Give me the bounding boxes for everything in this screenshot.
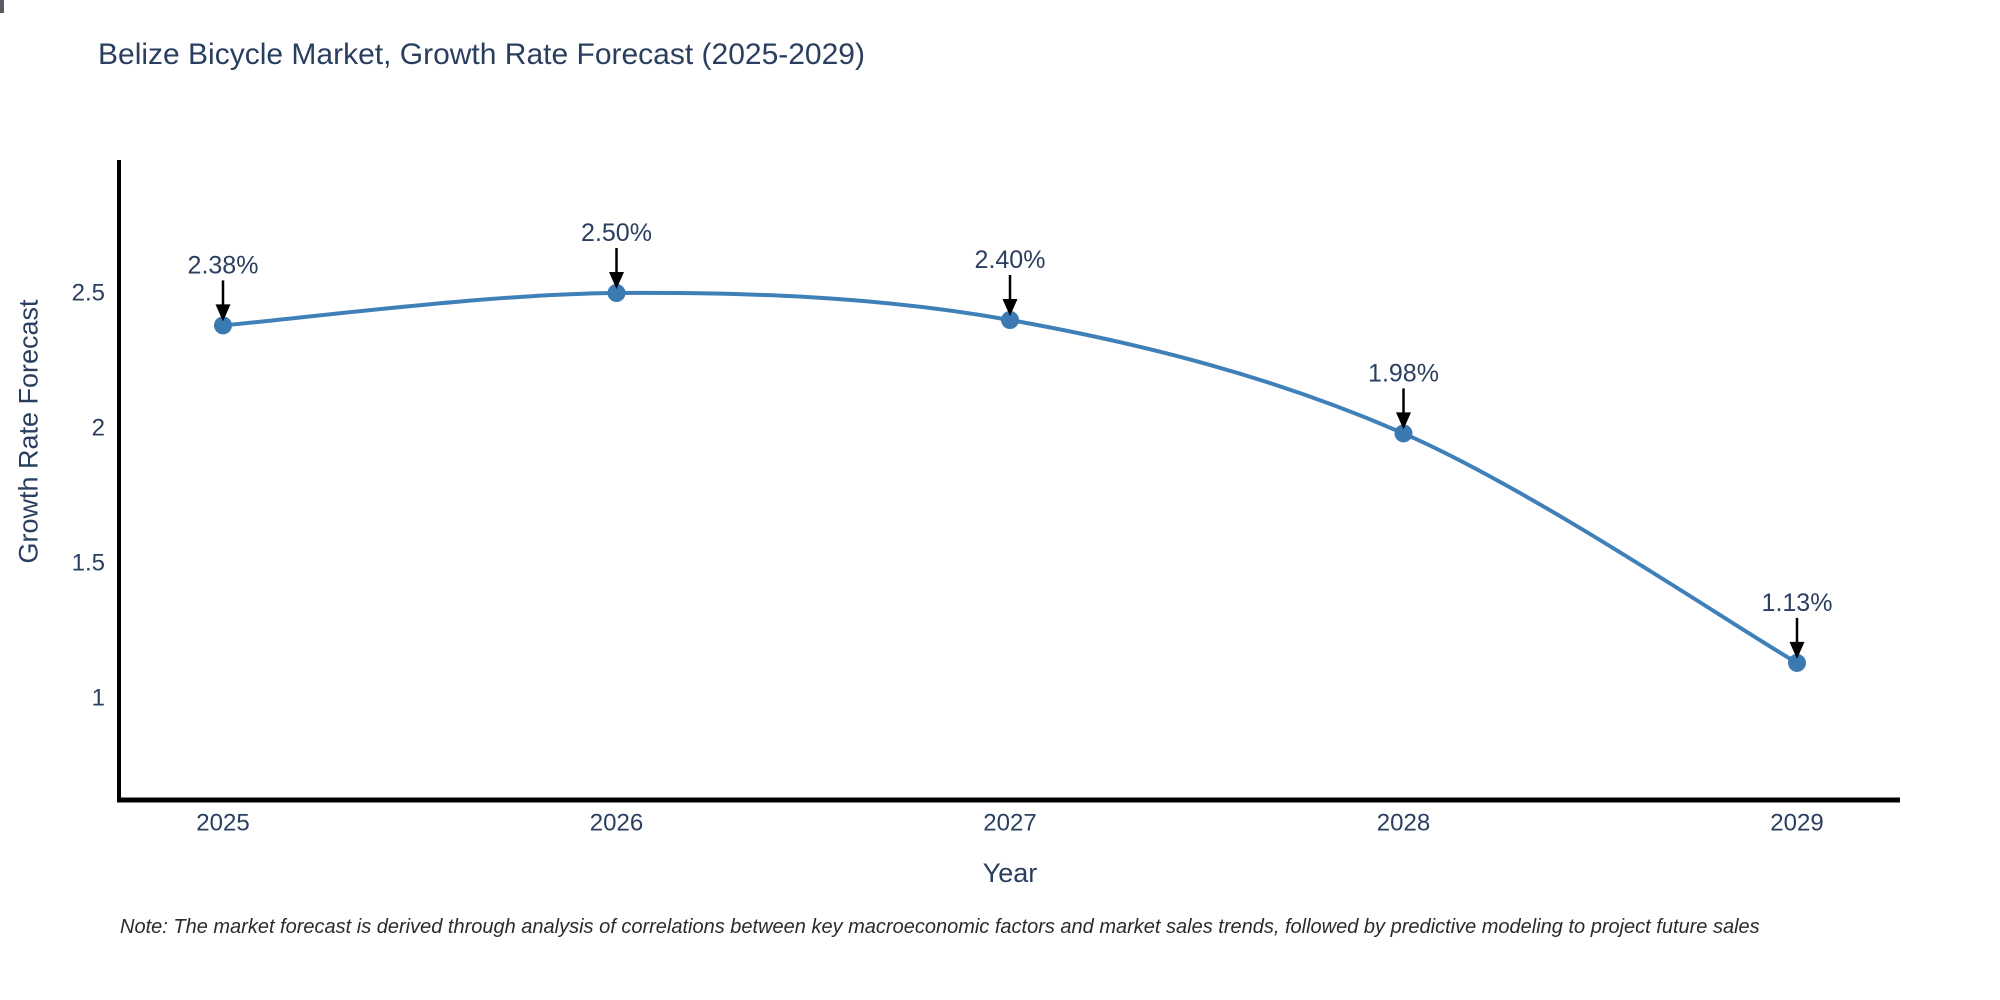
data-point-marker[interactable]	[1394, 424, 1413, 443]
point-annotation-label: 1.13%	[1762, 589, 1833, 617]
point-annotation-label: 2.50%	[581, 219, 652, 247]
y-tick-label: 1.5	[72, 550, 105, 577]
y-axis-title: Growth Rate Forecast	[13, 299, 44, 564]
x-tick-label: 2027	[983, 810, 1036, 837]
data-point-marker[interactable]	[214, 316, 232, 335]
annotation-arrowhead-icon	[1789, 641, 1805, 659]
x-tick-label: 2025	[196, 810, 249, 837]
point-annotations: 2.38% 2.50% 2.40% 1.98% 1.13%	[188, 219, 1833, 659]
y-tick-label: 1	[92, 685, 105, 712]
x-tick-label: 2026	[590, 810, 643, 837]
annotation-arrowhead-icon	[609, 272, 624, 289]
annotation-arrowhead-icon	[1002, 299, 1018, 316]
data-point-marker[interactable]	[1001, 311, 1019, 329]
point-annotation-label: 1.98%	[1368, 359, 1439, 387]
point-annotation: 1.98%	[1368, 359, 1439, 430]
x-axis-tick-labels: 2025 2026 2027 2028 2029	[196, 810, 1823, 837]
annotation-arrowhead-icon	[215, 304, 231, 322]
x-tick-label: 2028	[1377, 810, 1430, 837]
data-point-marker[interactable]	[1788, 653, 1806, 672]
x-tick-label: 2029	[1770, 810, 1823, 837]
line-series	[214, 284, 1806, 672]
point-annotation: 1.13%	[1762, 589, 1833, 659]
chart-title: Belize Bicycle Market, Growth Rate Forec…	[98, 38, 865, 71]
point-annotation: 2.40%	[975, 246, 1046, 316]
forecast-line	[221, 290, 1799, 665]
corner-artifact	[0, 0, 4, 13]
data-point-marker[interactable]	[607, 284, 626, 302]
point-annotation-label: 2.40%	[975, 246, 1046, 274]
y-tick-label: 2	[92, 415, 105, 442]
point-annotation-label: 2.38%	[188, 251, 259, 279]
point-annotation: 2.38%	[188, 251, 259, 322]
footnote: Note: The market forecast is derived thr…	[120, 916, 1760, 938]
axes	[117, 160, 1900, 803]
point-annotation: 2.50%	[581, 219, 652, 289]
y-tick-label: 2.5	[72, 280, 105, 307]
annotation-arrowhead-icon	[1396, 412, 1411, 430]
y-axis-tick-labels: 2.5 2 1.5 1	[72, 280, 105, 712]
x-axis-title: Year	[982, 858, 1038, 888]
